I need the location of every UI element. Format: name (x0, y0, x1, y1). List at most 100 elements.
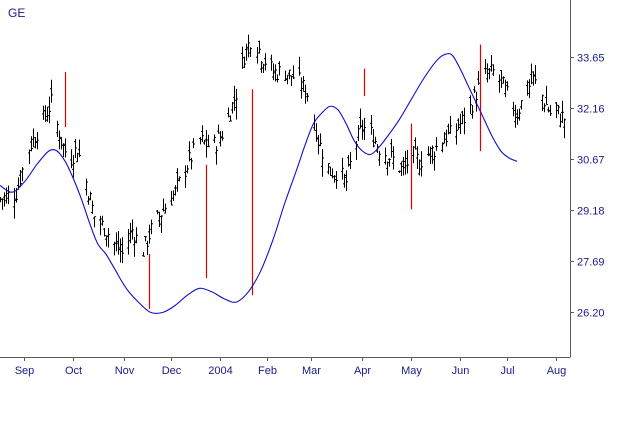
x-tick-label: Nov (115, 365, 135, 377)
price-bar (36, 131, 39, 150)
price-bar (445, 129, 448, 147)
price-bars (0, 34, 566, 264)
x-tick-label: Jul (500, 365, 514, 377)
price-bar (302, 75, 305, 92)
price-bar (87, 195, 90, 205)
price-bar (46, 106, 49, 122)
price-bar (561, 100, 564, 123)
price-bar (262, 63, 265, 74)
price-bar (384, 147, 387, 165)
price-bar (516, 109, 519, 125)
price-bar (135, 227, 138, 244)
price-bar (133, 236, 136, 257)
price-bar (306, 92, 309, 102)
price-bar (284, 70, 287, 82)
price-bar (459, 113, 462, 135)
price-bar (288, 69, 291, 80)
price-bar (21, 167, 24, 182)
x-tick-label: Dec (162, 365, 182, 377)
price-bar (129, 222, 132, 244)
price-bar (172, 190, 175, 201)
price-bar (99, 215, 102, 236)
price-bar (435, 137, 438, 151)
price-bar (433, 151, 436, 171)
price-bar (219, 131, 222, 147)
price-bar (91, 200, 94, 214)
price-bar (117, 230, 120, 255)
price-bar (258, 40, 261, 54)
price-bar (528, 79, 531, 99)
price-bar (463, 107, 466, 135)
price-bar (72, 154, 75, 178)
price-bar (357, 125, 360, 142)
price-bar (256, 47, 259, 64)
price-bar (300, 77, 303, 99)
x-tick-label: 2004 (208, 365, 232, 377)
price-bar (319, 133, 322, 147)
x-tick-label: Feb (258, 365, 277, 377)
price-bar (44, 105, 47, 122)
price-bar (492, 64, 495, 77)
price-bar (416, 146, 419, 170)
price-bar (221, 130, 224, 141)
price-bar (93, 216, 96, 228)
price-bar (85, 178, 88, 196)
price-bar (30, 136, 33, 152)
price-bar (532, 71, 535, 86)
price-bar (28, 149, 31, 165)
price-bar (504, 79, 507, 98)
price-bar (34, 137, 37, 149)
price-bar (249, 47, 252, 57)
price-bar (502, 76, 505, 84)
price-bar (292, 65, 295, 80)
price-bar (178, 176, 181, 182)
ticker-label: GE (8, 6, 25, 20)
price-bar (290, 75, 293, 87)
price-bar (276, 74, 279, 83)
price-bar (146, 240, 149, 256)
price-bar (427, 146, 430, 157)
price-bar (247, 34, 250, 58)
price-bar (243, 56, 246, 69)
price-bar (13, 187, 16, 219)
price-bar (107, 228, 110, 248)
price-bar (119, 238, 122, 263)
price-bar (227, 107, 230, 118)
price-bar (203, 139, 206, 145)
price-bar (404, 150, 407, 175)
price-bar (1, 198, 4, 210)
x-tick-label: Sep (15, 365, 35, 377)
price-bar (378, 150, 381, 166)
price-bar (32, 128, 35, 148)
price-bar (484, 59, 487, 74)
price-bar (188, 141, 191, 162)
price-bar (534, 65, 537, 85)
price-bar (264, 53, 267, 71)
price-bar (158, 211, 161, 227)
price-bar (148, 224, 151, 244)
price-bar (101, 215, 104, 226)
price-bar (520, 100, 523, 110)
price-bar (74, 138, 77, 158)
price-bar (233, 85, 236, 111)
price-bar (559, 113, 562, 128)
price-bar (457, 118, 460, 130)
price-bar (304, 84, 307, 104)
price-bar (349, 151, 352, 170)
price-bar (229, 115, 232, 122)
price-bar (486, 63, 489, 83)
price-bar (543, 103, 546, 113)
price-bar (512, 101, 515, 117)
price-bar (321, 148, 324, 177)
price-bar (270, 54, 273, 71)
price-bar (471, 104, 474, 119)
price-bar (386, 161, 389, 176)
price-bar (392, 146, 395, 170)
price-bar (162, 198, 165, 212)
price-bar (541, 94, 544, 111)
price-bar (105, 235, 108, 247)
price-bar (217, 124, 220, 134)
